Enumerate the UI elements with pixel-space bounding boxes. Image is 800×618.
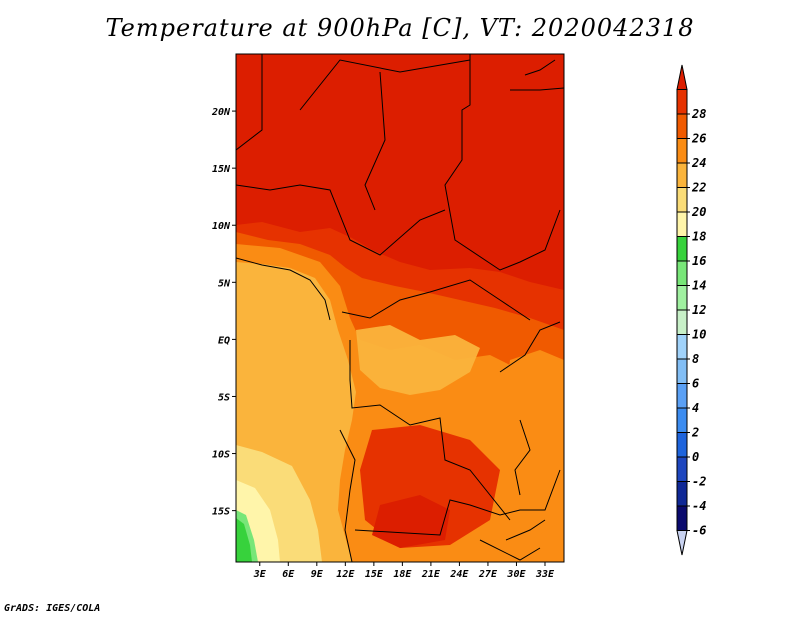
x-tick-label: 15E xyxy=(365,569,384,580)
map-field xyxy=(236,54,564,562)
x-tick-label: 9E xyxy=(311,569,324,580)
colorbar-label: 2 xyxy=(691,426,699,440)
colorbar-label: 0 xyxy=(692,450,699,464)
colorbar-swatch xyxy=(676,138,688,164)
colorbar-swatch xyxy=(676,113,688,139)
east-highlands-zone xyxy=(500,350,564,540)
colorbar-swatch xyxy=(676,64,688,90)
colorbar-swatch xyxy=(676,334,688,360)
y-tick-label: 5S xyxy=(218,392,230,403)
y-axis: 20N 15N 10N 5N EQ 5S 10S 15S xyxy=(211,107,236,518)
colorbar-swatch xyxy=(676,211,688,237)
x-tick-label: 18E xyxy=(393,569,412,580)
colorbar-label: 20 xyxy=(691,205,706,219)
y-tick-label: 15N xyxy=(212,164,231,175)
colorbar-swatch xyxy=(676,89,688,115)
colorbar-swatch xyxy=(676,309,688,335)
colorbar-label: 6 xyxy=(692,377,699,391)
colorbar-label: 14 xyxy=(692,279,706,293)
colorbar-label: -6 xyxy=(692,524,706,538)
country-borders xyxy=(236,54,564,562)
colorbar-label: -2 xyxy=(692,475,706,489)
colorbar-label: -4 xyxy=(692,499,706,513)
colorbar-swatch xyxy=(676,285,688,311)
y-tick-label: 20N xyxy=(211,107,231,118)
colorbar-swatch xyxy=(676,358,688,384)
y-tick-label: 5N xyxy=(218,278,231,289)
x-tick-label: 33E xyxy=(535,569,555,580)
colorbar-swatch xyxy=(676,162,688,188)
colorbar-swatch xyxy=(676,481,688,507)
colorbar-label: 8 xyxy=(692,352,699,366)
colorbar-label: 18 xyxy=(692,230,706,244)
chart-title: Temperature at 900hPa [C], VT: 202004231… xyxy=(105,14,695,42)
x-tick-label: 6E xyxy=(282,569,295,580)
x-tick-label: 3E xyxy=(253,569,267,580)
x-tick-label: 21E xyxy=(421,569,441,580)
x-tick-label: 27E xyxy=(478,569,498,580)
colorbar-label: 22 xyxy=(691,181,706,195)
ocean-zone-12 xyxy=(236,518,252,562)
colorbar-swatch xyxy=(676,432,688,458)
colorbar-label: 4 xyxy=(692,401,699,415)
colorbar-label: 26 xyxy=(691,132,706,146)
y-tick-label: 10N xyxy=(212,221,231,232)
colorbar-swatch xyxy=(676,530,688,556)
colorbar-label: 16 xyxy=(692,254,706,268)
colorbar-label: 24 xyxy=(691,156,706,170)
colorbar-swatch xyxy=(676,383,688,409)
colorbar-swatch xyxy=(676,187,688,213)
x-tick-label: 12E xyxy=(336,569,355,580)
colorbar-label: 10 xyxy=(692,328,706,342)
colorbar-swatch xyxy=(676,260,688,286)
colorbar-swatch xyxy=(676,236,688,262)
basin-zone-22 xyxy=(356,325,480,395)
colorbar-label: 12 xyxy=(692,303,706,317)
y-tick-label: 10S xyxy=(212,450,230,461)
colorbar-swatch xyxy=(676,505,688,531)
x-tick-label: 24E xyxy=(449,569,469,580)
colorbar-label: 28 xyxy=(691,107,706,121)
map-frame xyxy=(235,53,565,563)
colorbar-swatch xyxy=(676,456,688,482)
x-tick-label: 30E xyxy=(506,569,526,580)
x-axis: 3E 6E 9E 12E 15E 18E 21E 24E 27E 30E 33E xyxy=(253,562,555,580)
footer-credit: GrADS: IGES/COLA xyxy=(4,603,101,614)
colorbar-swatch xyxy=(676,407,688,433)
y-tick-label: 15S xyxy=(212,507,230,518)
y-tick-label: EQ xyxy=(218,335,230,346)
